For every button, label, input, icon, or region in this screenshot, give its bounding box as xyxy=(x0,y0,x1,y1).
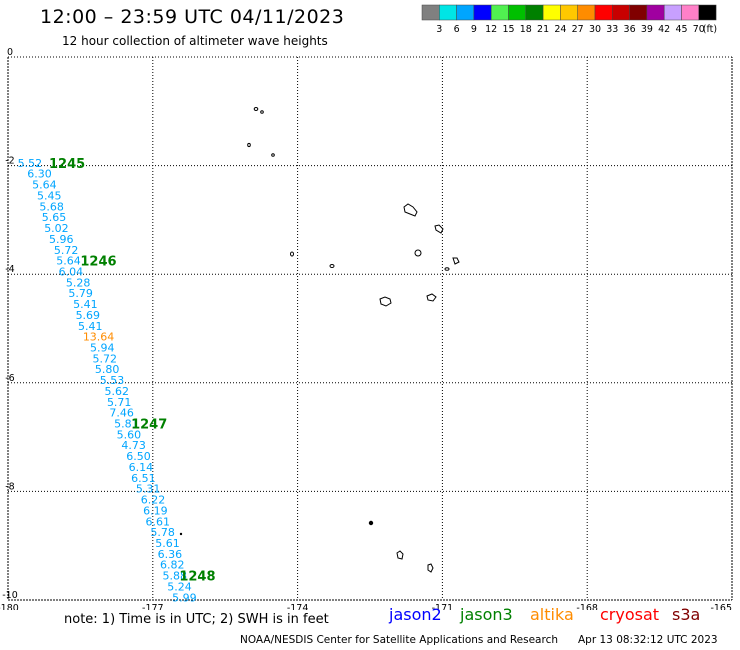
wave-height-value: 5.52 xyxy=(18,157,43,170)
time-label: 1246 xyxy=(80,255,116,270)
wave-height-value: 6.50 xyxy=(126,450,150,463)
wave-height-value: 6.36 xyxy=(158,548,183,561)
wave-height-value: 5.65 xyxy=(42,211,67,224)
wave-height-value: 5.61 xyxy=(155,537,180,550)
colorbar-label: 15 xyxy=(502,24,514,35)
x-tick-label: -171 xyxy=(432,603,454,610)
wave-height-value: 6.61 xyxy=(146,515,171,528)
chart-title: 12:00 – 23:59 UTC 04/11/2023 xyxy=(40,6,345,28)
wave-height-value: 6.04 xyxy=(59,265,84,278)
colorbar-label: 21 xyxy=(537,24,549,35)
time-label: 1247 xyxy=(131,418,167,433)
wave-height-value: 6.22 xyxy=(141,494,166,507)
colorbar-label: 3 xyxy=(436,24,442,35)
wave-height-value: 5.41 xyxy=(73,298,98,311)
wave-height-value: 13.64 xyxy=(83,331,115,344)
wave-height-value: 5.96 xyxy=(49,233,74,246)
colorbar-label: 42 xyxy=(658,24,670,35)
colorbar-unit: (ft) xyxy=(703,24,717,35)
time-label: 1248 xyxy=(179,570,215,585)
wave-height-value: 5.24 xyxy=(167,580,192,593)
colorbar-label: 70 xyxy=(693,24,705,35)
colorbar-label: 24 xyxy=(554,24,566,35)
wave-height-value: 5.71 xyxy=(107,396,131,409)
colorbar: 3 6 9 12 15 18 21 24 27 30 33 36 39 42 45 70(ft) xyxy=(421,4,717,35)
wave-height-value: 5.62 xyxy=(105,385,129,398)
x-tick-label: -165 xyxy=(710,603,732,610)
wave-height-value: 6.14 xyxy=(129,461,154,474)
y-tick-label: -2 xyxy=(5,156,14,167)
legend-cryosat: cryosat xyxy=(600,605,660,624)
colorbar-label: 6 xyxy=(454,24,460,35)
wave-height-value: 5.72 xyxy=(54,244,79,257)
credit-text: NOAA/NESDIS Center for Satellite Applica… xyxy=(240,634,558,646)
map-plot: -180 -177 -174 -171 -168 -165 0 -2 -4 -6 -8 -10 5.5… xyxy=(0,47,733,610)
x-tick-label: -168 xyxy=(576,603,598,610)
y-tick-label: -10 xyxy=(2,590,18,601)
wave-height-value: 6.19 xyxy=(143,504,168,517)
wave-height-value: 5.81 xyxy=(114,418,139,431)
colorbar-swatch xyxy=(698,4,717,21)
legend-jason3: jason3 xyxy=(460,605,513,624)
wave-height-value: 5.69 xyxy=(76,309,101,322)
wave-height-value: 5.80 xyxy=(95,363,120,376)
y-tick-label: -4 xyxy=(5,264,14,275)
wave-height-value: 5.64 xyxy=(32,179,57,192)
chart-subtitle: 12 hour collection of altimeter wave hei… xyxy=(62,34,328,48)
wave-height-value: 5.78 xyxy=(150,526,175,539)
wave-height-value: 5.94 xyxy=(90,342,115,355)
plot-frame xyxy=(7,56,733,601)
island-outlines xyxy=(179,107,460,573)
wave-height-value: 6.30 xyxy=(27,168,52,181)
y-tick-label: -6 xyxy=(5,373,14,384)
wave-height-value: 7.46 xyxy=(109,407,134,420)
y-tick-label: -8 xyxy=(5,481,14,492)
wave-height-value: 6.82 xyxy=(160,559,185,572)
y-tick-label: 0 xyxy=(7,47,13,58)
x-tick-label: -180 xyxy=(0,603,19,610)
wave-height-value: 5.64 xyxy=(56,255,80,268)
colorbar-label: 30 xyxy=(589,24,601,35)
footer-note: note: 1) Time is in UTC; 2) SWH is in fe… xyxy=(64,612,329,627)
wave-height-value: 5.45 xyxy=(37,189,62,202)
x-tick-label: -174 xyxy=(287,603,309,610)
wave-height-value: 5.88 xyxy=(162,570,187,583)
colorbar-label: 12 xyxy=(485,24,497,35)
wave-height-value: 5.31 xyxy=(136,483,161,496)
wave-height-value: 5.28 xyxy=(66,276,91,289)
colorbar-label: 18 xyxy=(520,24,532,35)
colorbar-label: 39 xyxy=(641,24,653,35)
grid-lines xyxy=(7,56,733,601)
colorbar-label: 36 xyxy=(624,24,636,35)
colorbar-label: 27 xyxy=(572,24,584,35)
legend-jason2: jason2 xyxy=(389,605,442,624)
colorbar-label: 9 xyxy=(471,24,477,35)
wave-height-value: 5.99 xyxy=(172,591,197,604)
colorbar-label: 45 xyxy=(675,24,687,35)
wave-height-value: 5.53 xyxy=(100,374,125,387)
generated-timestamp: Apr 13 08:32:12 UTC 2023 xyxy=(578,634,718,646)
wave-height-value: 5.41 xyxy=(78,320,103,333)
x-tick-label: -177 xyxy=(142,603,164,610)
axis-tick-labels: -180 -177 -174 -171 -168 -165 0 -2 -4 -6 -8 -10 xyxy=(0,47,732,610)
wave-height-points: 5.526.305.645.455.685.655.025.965.725.64… xyxy=(18,157,216,604)
wave-height-value: 5.60 xyxy=(117,428,142,441)
wave-height-value: 4.73 xyxy=(121,439,146,452)
legend-altika: altika xyxy=(530,605,574,624)
legend-s3a: s3a xyxy=(672,605,701,624)
wave-height-value: 5.02 xyxy=(44,222,68,235)
wave-height-value: 6.51 xyxy=(131,472,156,485)
wave-height-value: 5.68 xyxy=(39,200,64,213)
wave-height-value: 5.79 xyxy=(68,287,93,300)
wave-height-value: 5.72 xyxy=(92,352,117,365)
time-label: 1245 xyxy=(49,157,85,172)
colorbar-label: 33 xyxy=(606,24,618,35)
